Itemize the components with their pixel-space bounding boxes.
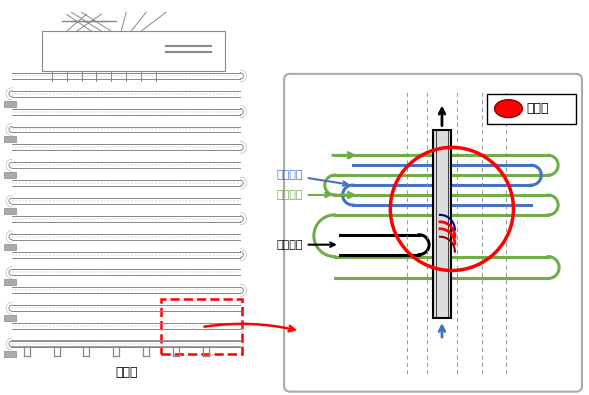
Text: 蒸発器管: 蒸発器管 — [276, 190, 330, 200]
Text: 過熱器管: 過熱器管 — [276, 240, 335, 250]
Bar — [4, 208, 16, 214]
Bar — [161, 299, 242, 354]
FancyBboxPatch shape — [284, 74, 582, 391]
Bar — [4, 279, 16, 285]
Text: 再熱器管: 再熱器管 — [276, 170, 348, 186]
Bar — [4, 172, 16, 178]
Bar — [433, 130, 451, 318]
Bar — [487, 94, 576, 124]
Bar — [42, 31, 226, 71]
Bar — [4, 101, 16, 107]
Text: パネル: パネル — [115, 366, 137, 379]
Text: 破孔部: 破孔部 — [527, 102, 549, 115]
Ellipse shape — [495, 100, 522, 118]
Bar — [4, 244, 16, 250]
Bar — [4, 315, 16, 321]
Bar — [4, 351, 16, 357]
Bar — [4, 136, 16, 142]
